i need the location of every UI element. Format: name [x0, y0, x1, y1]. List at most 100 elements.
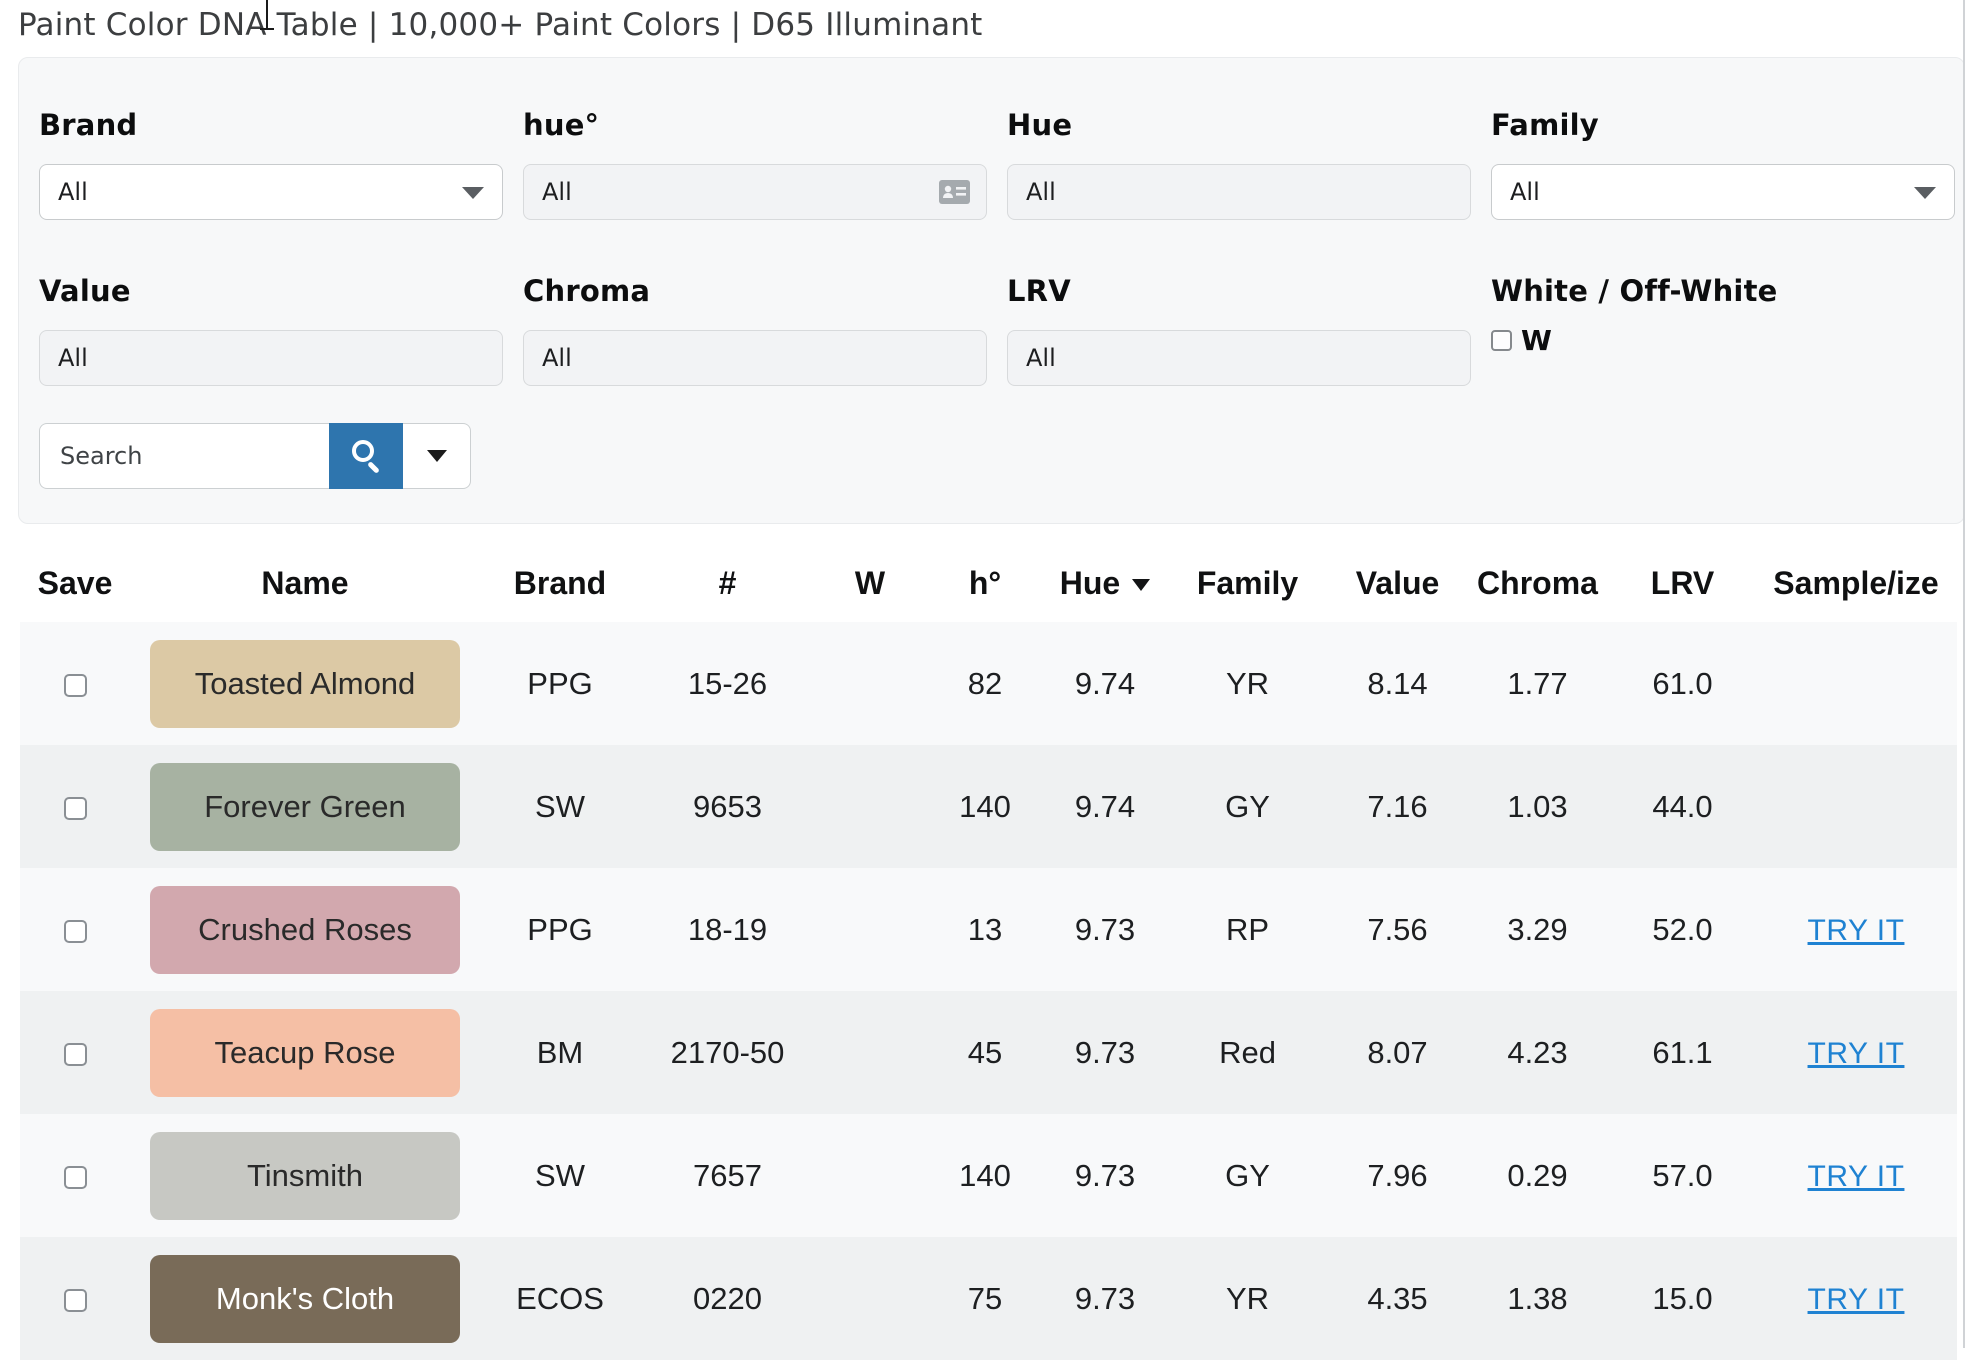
hdeg-cell: 75	[967, 1280, 1003, 1316]
hue-cell: 9.74	[1074, 788, 1136, 824]
chroma-input-value: All	[542, 344, 572, 372]
hdeg-cell: 140	[959, 788, 1011, 824]
sampleize-cell: TRY IT	[1755, 1237, 1957, 1360]
hue-input[interactable]: All	[1007, 164, 1471, 220]
hue-degree-input[interactable]: All	[523, 164, 987, 220]
page-title: Paint Color DNA Table | 10,000+ Paint Co…	[18, 7, 983, 43]
column-header-sampleize[interactable]: Sample/ize	[1755, 545, 1957, 622]
lrv-cell: 57.0	[1652, 1157, 1713, 1193]
value-cell: 7.16	[1367, 788, 1428, 824]
sort-descending-icon	[1132, 579, 1151, 591]
save-cell	[20, 622, 130, 745]
save-cell	[20, 745, 130, 868]
column-header-brand[interactable]: Brand	[480, 545, 640, 622]
number-cell: 7657	[693, 1157, 762, 1193]
hue-cell: 9.73	[1074, 1157, 1136, 1193]
try-it-link[interactable]: TRY IT	[1807, 1282, 1905, 1316]
chroma-input[interactable]: All	[523, 330, 987, 386]
value-cell: 7.56	[1367, 911, 1428, 947]
text-cursor-ibeam	[258, 0, 276, 32]
w-cell	[815, 622, 925, 745]
filter-panel: Brand All hue° All Hue All	[18, 57, 1965, 524]
column-header-hdeg[interactable]: h°	[925, 545, 1045, 622]
table-row: Toasted Almond PPG 15-26 82 9.74 YR 8.14 1.77 61…	[20, 622, 1957, 745]
family-cell: Red	[1219, 1034, 1276, 1070]
white-checkbox-label: W	[1521, 324, 1552, 357]
save-cell	[20, 991, 130, 1114]
family-select-value: All	[1510, 178, 1540, 206]
chroma-cell: 4.23	[1507, 1034, 1568, 1070]
number-cell: 2170-50	[670, 1034, 785, 1070]
color-swatch[interactable]: Monk's Cloth	[150, 1254, 460, 1343]
name-cell: Forever Green	[130, 745, 480, 868]
try-it-link[interactable]: TRY IT	[1807, 1036, 1905, 1070]
number-cell: 15-26	[687, 665, 768, 701]
w-cell	[815, 1237, 925, 1360]
search-icon	[352, 440, 374, 462]
save-checkbox[interactable]	[63, 1042, 87, 1066]
save-checkbox[interactable]	[63, 796, 87, 820]
column-header-value[interactable]: Value	[1330, 545, 1465, 622]
family-cell: YR	[1225, 665, 1270, 701]
lrv-input[interactable]: All	[1007, 330, 1471, 386]
save-checkbox[interactable]	[63, 673, 87, 697]
column-header-name[interactable]: Name	[130, 545, 480, 622]
hdeg-cell: 140	[959, 1157, 1011, 1193]
brand-cell: SW	[535, 788, 585, 824]
try-it-link[interactable]: TRY IT	[1807, 913, 1905, 947]
sampleize-cell	[1755, 622, 1957, 745]
family-select[interactable]: All	[1491, 164, 1955, 220]
hue-filter-label: Hue	[1007, 108, 1073, 142]
search-button[interactable]	[329, 423, 403, 489]
save-checkbox[interactable]	[63, 1165, 87, 1189]
chroma-cell: 3.29	[1507, 911, 1568, 947]
number-cell: 18-19	[687, 911, 768, 947]
save-checkbox[interactable]	[63, 1288, 87, 1312]
try-it-link[interactable]: TRY IT	[1807, 1159, 1905, 1193]
save-cell	[20, 1237, 130, 1360]
brand-select-value: All	[58, 178, 88, 206]
table-header-row: Save Name Brand # W h° Hue Family Value …	[20, 545, 1957, 622]
column-header-chroma[interactable]: Chroma	[1465, 545, 1610, 622]
value-cell: 8.14	[1367, 665, 1428, 701]
color-swatch[interactable]: Tinsmith	[150, 1131, 460, 1220]
search-input[interactable]	[39, 423, 329, 489]
table-row: Teacup Rose BM 2170-50 45 9.73 Red 8.07 4.23 61.…	[20, 991, 1957, 1114]
column-header-w[interactable]: W	[815, 545, 925, 622]
column-header-save[interactable]: Save	[20, 545, 130, 622]
family-cell: GY	[1225, 1157, 1270, 1193]
brand-select[interactable]: All	[39, 164, 503, 220]
color-swatch[interactable]: Crushed Roses	[150, 885, 460, 974]
name-cell: Crushed Roses	[130, 868, 480, 991]
chroma-cell: 1.77	[1507, 665, 1568, 701]
column-header-family[interactable]: Family	[1165, 545, 1330, 622]
column-header-lrv[interactable]: LRV	[1610, 545, 1755, 622]
chroma-cell: 1.03	[1507, 788, 1568, 824]
lrv-cell: 61.1	[1652, 1034, 1713, 1070]
white-checkbox-group[interactable]: W	[1491, 324, 1581, 357]
save-checkbox[interactable]	[63, 919, 87, 943]
brand-cell: BM	[536, 1034, 584, 1070]
chevron-down-icon	[426, 450, 447, 462]
lrv-cell: 15.0	[1652, 1280, 1713, 1316]
sampleize-cell: TRY IT	[1755, 868, 1957, 991]
hue-cell: 9.73	[1074, 1034, 1136, 1070]
value-input[interactable]: All	[39, 330, 503, 386]
w-cell	[815, 745, 925, 868]
column-header-hue[interactable]: Hue	[1045, 545, 1165, 622]
color-swatch[interactable]: Teacup Rose	[150, 1008, 460, 1097]
value-input-value: All	[58, 344, 88, 372]
value-cell: 7.96	[1367, 1157, 1428, 1193]
number-cell: 0220	[693, 1280, 762, 1316]
family-filter-label: Family	[1491, 108, 1599, 142]
sampleize-cell: TRY IT	[1755, 1114, 1957, 1237]
color-swatch[interactable]: Forever Green	[150, 762, 460, 851]
lrv-input-value: All	[1026, 344, 1056, 372]
white-offwhite-filter-label: White / Off-White	[1491, 274, 1778, 308]
scrollbar-edge	[1963, 0, 1965, 1348]
name-cell: Tinsmith	[130, 1114, 480, 1237]
column-header-number[interactable]: #	[640, 545, 815, 622]
color-swatch[interactable]: Toasted Almond	[150, 639, 460, 728]
white-checkbox[interactable]	[1491, 330, 1512, 351]
search-options-dropdown[interactable]	[403, 423, 471, 489]
